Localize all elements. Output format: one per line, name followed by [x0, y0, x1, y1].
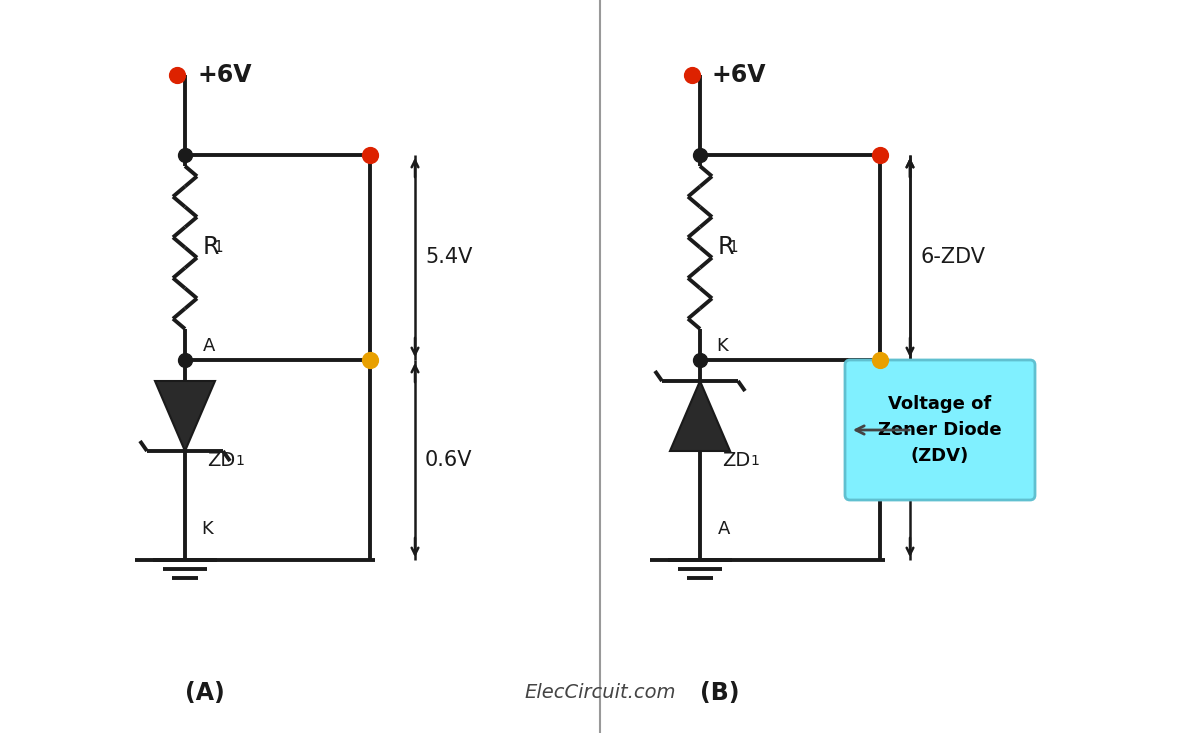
Text: K: K: [202, 520, 212, 538]
Text: +6V: +6V: [197, 63, 252, 87]
Text: 1: 1: [214, 240, 223, 255]
Text: R: R: [203, 235, 220, 259]
Text: ZD: ZD: [722, 451, 750, 470]
Point: [175, 149, 194, 161]
Polygon shape: [155, 381, 215, 451]
Text: ZD: ZD: [208, 451, 235, 470]
Point: [175, 354, 194, 366]
Text: +6V: +6V: [712, 63, 767, 87]
Point: [683, 69, 702, 81]
Polygon shape: [670, 381, 730, 451]
Text: K: K: [716, 337, 727, 355]
Text: 1: 1: [728, 240, 738, 255]
Text: R: R: [718, 235, 734, 259]
Text: 1: 1: [750, 454, 758, 468]
Point: [360, 149, 379, 161]
Text: ElecCircuit.com: ElecCircuit.com: [524, 683, 676, 702]
Point: [690, 354, 709, 366]
Text: 6-ZDV: 6-ZDV: [920, 247, 985, 267]
Text: A: A: [203, 337, 215, 355]
Text: (B): (B): [701, 681, 739, 705]
Text: (A): (A): [185, 681, 224, 705]
Point: [870, 149, 889, 161]
Point: [870, 354, 889, 366]
Text: 5.4V: 5.4V: [425, 247, 473, 267]
Text: 1: 1: [235, 454, 244, 468]
Text: A: A: [718, 520, 731, 538]
Point: [168, 69, 187, 81]
Text: Voltage of
Zener Diode
(ZDV): Voltage of Zener Diode (ZDV): [878, 394, 1002, 465]
Point: [360, 354, 379, 366]
FancyBboxPatch shape: [845, 360, 1034, 500]
Point: [690, 149, 709, 161]
Text: 0.6V: 0.6V: [425, 450, 473, 470]
